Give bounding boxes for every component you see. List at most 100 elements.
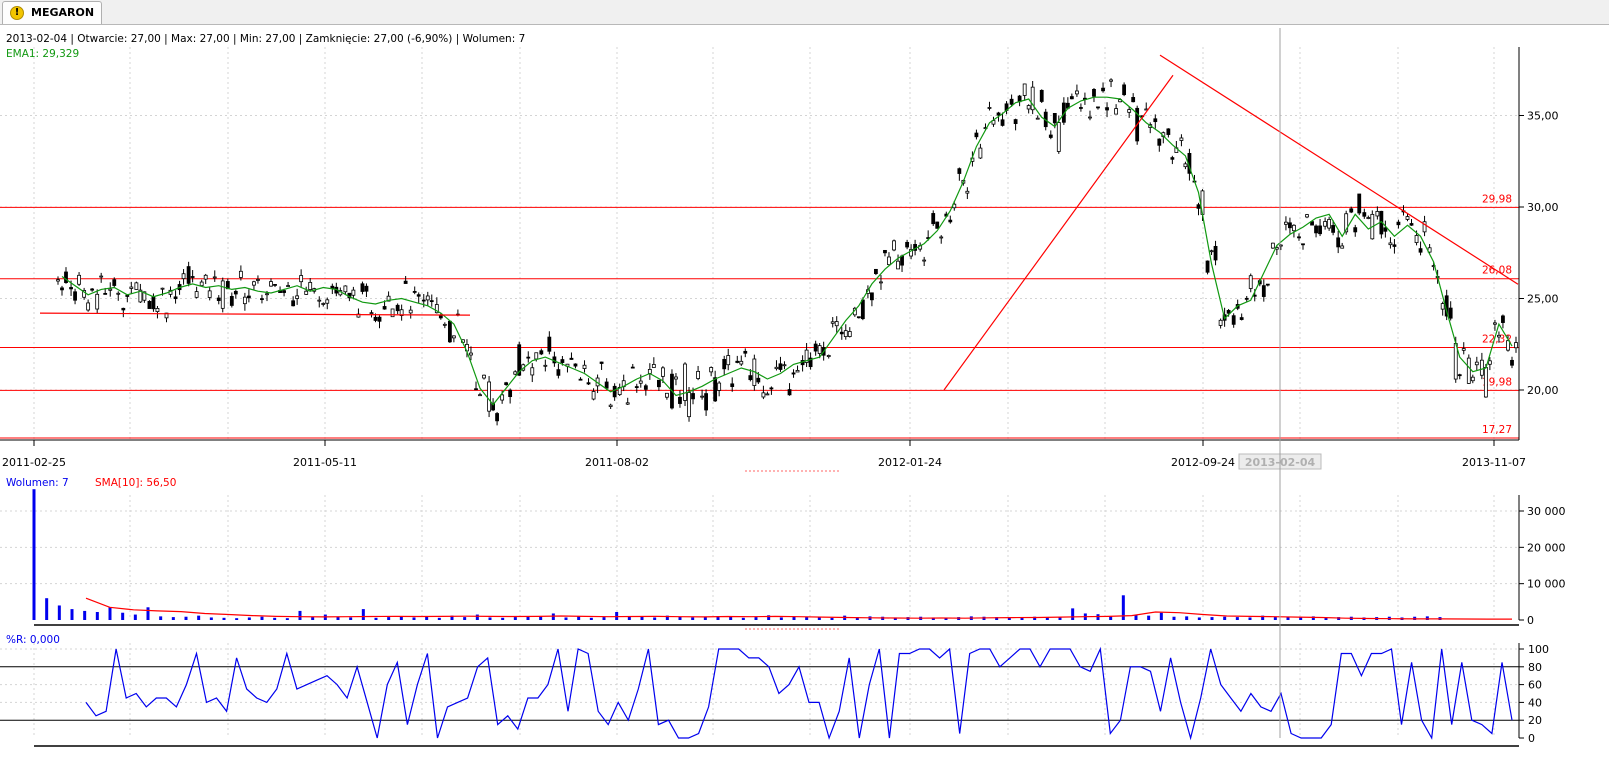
candle-body xyxy=(556,369,561,376)
volume-bar xyxy=(501,617,505,620)
candle-body xyxy=(390,308,395,318)
candle-body xyxy=(403,280,408,284)
volume-tick-label: 0 xyxy=(1527,614,1534,627)
candle-body xyxy=(883,249,887,254)
volume-bar xyxy=(133,614,137,620)
volume-bar xyxy=(855,617,859,620)
candle-body xyxy=(817,345,822,354)
candle-body xyxy=(1092,89,1096,97)
volume-bar xyxy=(235,618,239,620)
volume-bar xyxy=(1273,617,1277,620)
candle-body xyxy=(539,350,544,355)
volume-bar xyxy=(1147,615,1151,620)
volume-bar xyxy=(463,617,467,620)
candle-body xyxy=(1297,236,1301,239)
candle-body xyxy=(295,295,300,299)
volume-bar xyxy=(1058,617,1062,620)
candle-body xyxy=(1344,213,1349,233)
volume-bar xyxy=(564,617,568,620)
candle-body xyxy=(112,279,117,286)
candle-body xyxy=(1166,128,1171,135)
wr-tick-label: 40 xyxy=(1528,696,1542,709)
candle-body xyxy=(879,281,883,284)
candle-body xyxy=(1026,105,1031,110)
candle-body xyxy=(1075,90,1079,95)
candle-body xyxy=(922,259,927,262)
volume-bar xyxy=(349,617,353,620)
candle-body xyxy=(1362,212,1367,217)
volume-bar xyxy=(1197,617,1201,620)
candle-body xyxy=(116,292,121,295)
volume-bar xyxy=(273,617,277,620)
volume-bar xyxy=(1159,612,1163,620)
wr-line xyxy=(85,646,1513,741)
x-tick-label: 2012-01-24 xyxy=(878,456,942,469)
candle-body xyxy=(1035,117,1040,120)
candle-body xyxy=(582,364,587,369)
candle-body xyxy=(591,391,596,400)
volume-bar xyxy=(361,609,365,620)
candle-body xyxy=(722,358,727,370)
volume-bar xyxy=(425,616,429,620)
candle-body xyxy=(774,366,779,370)
candle-body xyxy=(238,270,243,278)
candle-body xyxy=(839,331,844,335)
candle-body xyxy=(1127,109,1132,113)
candle-body xyxy=(643,385,648,390)
candle-body xyxy=(495,413,499,422)
tab-label: MEGARON xyxy=(31,6,95,19)
candle-body xyxy=(291,300,296,307)
volume-bar xyxy=(475,614,479,620)
candle-body xyxy=(1418,248,1423,253)
candle-body xyxy=(129,286,134,289)
level-label: 19,98 xyxy=(1482,376,1512,388)
volume-bar xyxy=(577,616,581,620)
candle-body xyxy=(207,290,212,298)
volume-bar xyxy=(1109,616,1113,620)
candle-body xyxy=(634,386,639,388)
candle-body xyxy=(599,361,604,364)
candle-body xyxy=(1030,86,1035,111)
candle-body xyxy=(661,367,665,377)
volume-bar xyxy=(678,616,682,620)
volume-bar xyxy=(893,617,897,620)
candle-body xyxy=(1009,98,1014,105)
candle-body xyxy=(1056,122,1061,152)
candle-body xyxy=(73,291,77,301)
candle-body xyxy=(151,296,156,310)
ema-legend: EMA1: 29,329 xyxy=(6,48,79,60)
x-tick-label: 2011-05-11 xyxy=(293,456,357,469)
ema-line xyxy=(61,96,1513,406)
williams-r-panel xyxy=(0,646,1519,741)
candle-body xyxy=(1461,348,1466,351)
candle-body xyxy=(260,298,264,301)
candle-body xyxy=(578,378,583,381)
volume-bar xyxy=(1425,616,1429,620)
candle-body xyxy=(1284,221,1288,225)
candle-body xyxy=(713,377,718,402)
volume-bar xyxy=(1286,616,1290,620)
level-label: 17,27 xyxy=(1482,424,1512,436)
candle-body xyxy=(252,281,256,286)
candle-body xyxy=(482,374,486,379)
volume-bar xyxy=(589,617,593,620)
volume-bar xyxy=(437,617,441,620)
candle-body xyxy=(526,356,531,359)
candle-body xyxy=(487,381,491,412)
candle-body xyxy=(1069,96,1074,100)
candle-body xyxy=(103,292,108,295)
candle-body xyxy=(1239,317,1244,320)
tab-megaron[interactable]: ! MEGARON xyxy=(2,1,102,24)
candle-body xyxy=(647,369,652,374)
candle-body xyxy=(978,147,983,159)
candle-body xyxy=(1105,107,1109,111)
candle-body xyxy=(82,290,87,298)
volume-bar xyxy=(1020,617,1024,620)
candle-body xyxy=(678,396,682,404)
candle-body xyxy=(1114,108,1119,115)
candle-body xyxy=(429,300,434,303)
volume-bar xyxy=(1235,617,1239,620)
candle-body xyxy=(726,355,731,366)
candle-body xyxy=(534,352,539,360)
